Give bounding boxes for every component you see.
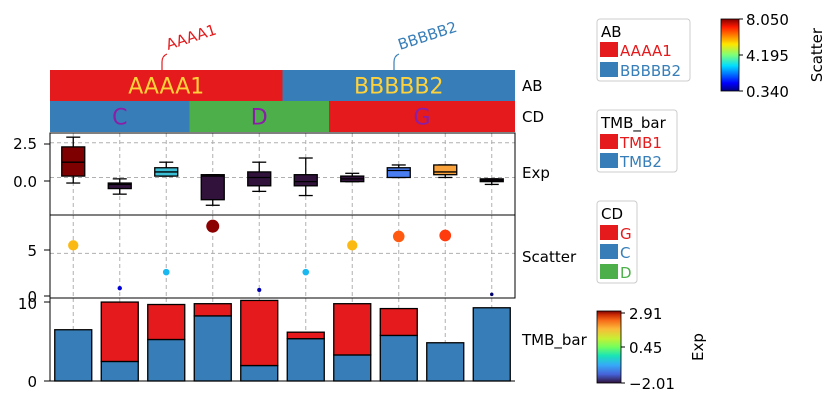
cd-track-label: CD xyxy=(522,108,544,126)
legend-swatch-tmb2 xyxy=(600,153,618,168)
tmb-bar-tmb2-8 xyxy=(426,342,465,382)
legend-swatch-tmb1 xyxy=(600,134,618,149)
legend-label-g: G xyxy=(620,225,632,243)
scatter-point-2 xyxy=(162,268,170,276)
exp-cbar-tick-max: 2.91 xyxy=(629,305,662,323)
legend-label-c: C xyxy=(620,244,630,262)
exp-box-0 xyxy=(61,146,86,177)
scatter-cbar-tick-max: 8.050 xyxy=(746,11,789,29)
exp-cbar-tick-min: −2.01 xyxy=(629,375,675,393)
scatter-cbar-tick-min: 0.340 xyxy=(746,83,789,101)
exp-box-3 xyxy=(200,174,225,201)
tmb-bar-tmb2-5 xyxy=(286,338,325,382)
cd-segment-label-d: D xyxy=(251,105,268,130)
exp-colorbar: 2.91 0.45 −2.01 Exp xyxy=(596,305,707,393)
callout-label-bbbbb2: BBBBB2 xyxy=(396,18,460,54)
ab-segment-bbbbb2 xyxy=(282,70,515,101)
scatter-point-4 xyxy=(257,287,262,293)
legend-swatch-bbbbb2 xyxy=(600,62,618,77)
tmb-bar-tmb1-7 xyxy=(379,307,418,337)
ab-annotation-track: AAAA1 BBBBB2 AB xyxy=(50,70,543,101)
exp-track-label: Exp xyxy=(522,164,550,182)
legend-swatch-g xyxy=(600,225,618,240)
tmb-ytick-10: 10 xyxy=(18,295,37,313)
callout-line-bbbbb2 xyxy=(393,53,400,70)
legend-label-aaaa1: AAAA1 xyxy=(620,42,672,60)
legend-label-bbbbb2: BBBBB2 xyxy=(620,62,681,80)
exp-ytick-0: 0.0 xyxy=(13,173,37,191)
legend-label-tmb2: TMB2 xyxy=(619,153,662,171)
exp-box-4 xyxy=(247,171,272,187)
scatter-point-1 xyxy=(117,286,122,291)
tmb-bar-tmb2-4 xyxy=(240,364,279,382)
legend-tmb-bar: TMB_bar TMB1 TMB2 xyxy=(596,109,678,173)
tmb-bar-tmb1-4 xyxy=(240,299,279,367)
cd-segment-c xyxy=(50,101,190,132)
legend-ab: AB AAAA1 BBBBB2 xyxy=(596,18,691,82)
cd-segment-d xyxy=(189,101,329,132)
scatter-point-5 xyxy=(302,268,310,276)
ab-segment-label-bbbbb2: BBBBB2 xyxy=(354,74,443,99)
scatter-colorbar-gradient xyxy=(720,18,740,92)
tmb-bar-tmb1-5 xyxy=(286,331,325,340)
scatter-panel: 5 0 Scatter xyxy=(27,214,577,306)
legend-tmb-title: TMB_bar xyxy=(600,114,667,133)
exp-cbar-tick-mid: 0.45 xyxy=(629,339,662,357)
scatter-point-7 xyxy=(392,230,405,243)
scatter-cbar-label: Scatter xyxy=(808,27,826,82)
scatter-point-3 xyxy=(206,219,220,233)
cd-segment-label-c: C xyxy=(112,105,127,130)
scatter-point-9 xyxy=(490,292,494,297)
exp-box-7 xyxy=(386,167,411,179)
tmb-bar-tmb2-7 xyxy=(379,334,418,382)
exp-box-8 xyxy=(433,164,458,176)
exp-cbar-label: Exp xyxy=(689,333,707,361)
scatter-point-6 xyxy=(347,240,358,251)
tmb-ytick-0: 0 xyxy=(27,373,37,391)
exp-box-5 xyxy=(293,174,318,187)
legend-cd: CD G C D xyxy=(596,200,638,284)
legend-swatch-c xyxy=(600,244,618,259)
tmb-bar-tmb2-2 xyxy=(147,338,186,382)
ab-segment-label-aaaa1: AAAA1 xyxy=(128,74,204,99)
legend-swatch-d xyxy=(600,264,618,279)
callout-line-aaaa1 xyxy=(161,53,168,70)
cd-segment-label-g: G xyxy=(413,105,430,130)
scatter-ytick-5: 5 xyxy=(27,242,37,260)
scatter-point-8 xyxy=(439,229,452,242)
tmb-bar-tmb2-3 xyxy=(193,315,232,382)
tmb-bar-tmb2-0 xyxy=(54,329,93,382)
legend-swatch-aaaa1 xyxy=(600,42,618,57)
tmb-bar-panel: 10 0 TMB_bar xyxy=(18,295,588,391)
tmb-bar-tmb1-3 xyxy=(193,303,232,317)
ab-track-label: AB xyxy=(522,77,543,95)
scatter-ytick-0: 0 xyxy=(27,288,37,306)
scatter-track-label: Scatter xyxy=(522,248,577,266)
exp-colorbar-gradient xyxy=(596,310,622,384)
legend-label-d: D xyxy=(620,264,632,282)
callout-label-aaaa1: AAAA1 xyxy=(164,21,219,54)
ab-segment-aaaa1 xyxy=(50,70,283,101)
tmb-bar-tmb2-6 xyxy=(333,354,372,382)
exp-ytick-2-5: 2.5 xyxy=(13,135,37,153)
exp-boxplot-panel: 2.5 0.0 Exp xyxy=(13,132,550,216)
top-callouts: AAAA1 BBBBB2 xyxy=(161,18,460,70)
exp-box-1 xyxy=(107,182,132,190)
tmb-track-label: TMB_bar xyxy=(521,331,588,350)
tmb-bar-tmb1-2 xyxy=(147,303,186,341)
scatter-cbar-tick-mid: 4.195 xyxy=(746,47,789,65)
tmb-bar-tmb2-1 xyxy=(100,360,139,382)
tmb-bar-tmb2-9 xyxy=(472,307,511,382)
scatter-colorbar: 8.050 4.195 0.340 Scatter xyxy=(720,11,826,101)
legend-ab-title: AB xyxy=(601,23,622,41)
tmb-bar-tmb1-1 xyxy=(100,301,139,363)
legend-label-tmb1: TMB1 xyxy=(619,134,662,152)
tmb-bar-tmb1-6 xyxy=(333,303,372,356)
scatter-point-0 xyxy=(68,240,79,251)
legend-cd-title: CD xyxy=(601,205,623,223)
cd-segment-g xyxy=(329,101,515,132)
